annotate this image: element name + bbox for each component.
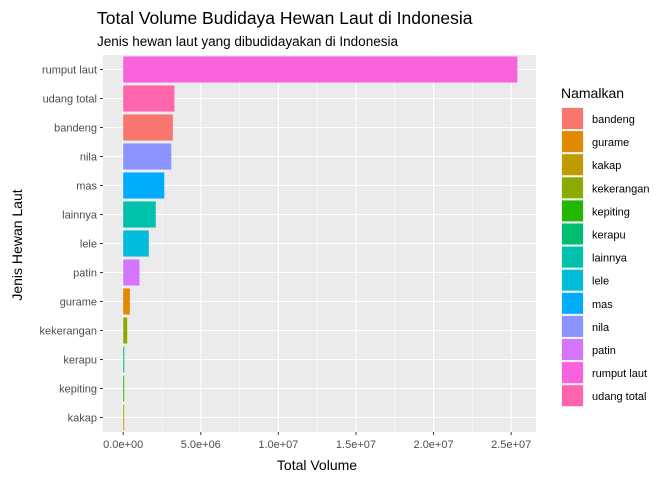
y-tick-label: nila — [80, 152, 98, 164]
y-tick-label: patin — [73, 268, 97, 280]
legend-swatch — [562, 269, 583, 291]
x-axis-label: Total Volume — [277, 457, 357, 473]
legend-label: lainnya — [592, 253, 628, 265]
legend-label: gurame — [592, 137, 629, 149]
legend-swatch — [562, 292, 583, 314]
legend-swatch — [562, 223, 583, 245]
bar-patin — [123, 259, 140, 286]
legend-swatch — [562, 200, 583, 222]
y-tick-label: lainnya — [62, 210, 98, 222]
legend-title: Namalkan — [561, 85, 624, 101]
legend-items: bandeng gurame kakap kekerangan kepiting kera… — [561, 107, 650, 408]
chart-subtitle: Jenis hewan laut yang dibudidayakan di I… — [97, 34, 398, 49]
y-tick-label: rumput laut — [42, 65, 97, 77]
bar-mas — [123, 172, 165, 199]
x-tick-label: 5.0e+06 — [181, 439, 221, 451]
legend-swatch — [562, 362, 583, 384]
y-tick-label: kakap — [68, 413, 97, 425]
legend-swatch — [562, 339, 583, 360]
legend-label: kekerangan — [592, 183, 650, 195]
bar-udang-total — [123, 85, 175, 112]
bar-nila — [123, 143, 172, 170]
y-tick-label: kerapu — [63, 355, 97, 367]
bar-kekerangan — [123, 317, 128, 344]
legend-label: bandeng — [592, 114, 635, 126]
x-tick-label: 0.0e+00 — [103, 439, 143, 451]
legend-label: kepiting — [592, 206, 630, 218]
bar-bandeng — [123, 114, 173, 141]
y-tick-label: gurame — [60, 297, 97, 309]
y-axis-label: Jenis Hewan Laut — [9, 189, 25, 300]
legend: Namalkan bandeng gurame kakap kekerangan kep… — [561, 85, 650, 408]
legend-label: patin — [592, 345, 616, 357]
y-tick-label: lele — [80, 239, 97, 251]
x-tick-label: 2.0e+07 — [414, 439, 454, 451]
legend-swatch — [562, 154, 583, 176]
bar-kerapu — [123, 346, 125, 373]
bar-kakap — [123, 404, 125, 431]
legend-label: rumput laut — [592, 368, 647, 380]
y-tick-label: bandeng — [54, 123, 97, 135]
x-tick-label: 1.0e+07 — [258, 439, 298, 451]
legend-label: kakap — [592, 160, 621, 172]
major-gridlines — [103, 55, 536, 432]
legend-label: udang total — [592, 391, 646, 403]
y-tick-label: udang total — [43, 94, 97, 106]
bar-lainnya — [123, 201, 156, 228]
bars — [123, 56, 518, 431]
legend-swatch — [562, 177, 583, 199]
bar-lele — [123, 230, 149, 257]
legend-label: lele — [592, 276, 609, 288]
bar-rumput-laut — [123, 56, 518, 83]
legend-label: nila — [592, 322, 610, 334]
legend-swatch — [562, 385, 583, 407]
bar-gurame — [123, 288, 130, 315]
legend-swatch — [562, 108, 583, 129]
legend-swatch — [562, 246, 583, 268]
x-tick-label: 1.5e+07 — [336, 439, 376, 451]
y-tick-label: kepiting — [59, 384, 97, 396]
x-tick-label: 2.5e+07 — [491, 439, 531, 451]
legend-swatch — [562, 131, 583, 153]
y-tick-label: mas — [76, 181, 97, 193]
legend-label: mas — [592, 299, 613, 311]
legend-swatch — [562, 315, 583, 337]
x-axis: 0.0e+00 5.0e+06 1.0e+07 1.5e+07 2.0e+07 2.5e+… — [103, 432, 531, 451]
bar-kepiting — [123, 375, 125, 402]
legend-label: kerapu — [592, 230, 626, 242]
chart-title: Total Volume Budidaya Hewan Laut di Indo… — [97, 8, 473, 28]
y-axis: rumput laut udang total bandeng nila mas lain… — [40, 65, 103, 425]
y-tick-label: kekerangan — [40, 326, 98, 338]
